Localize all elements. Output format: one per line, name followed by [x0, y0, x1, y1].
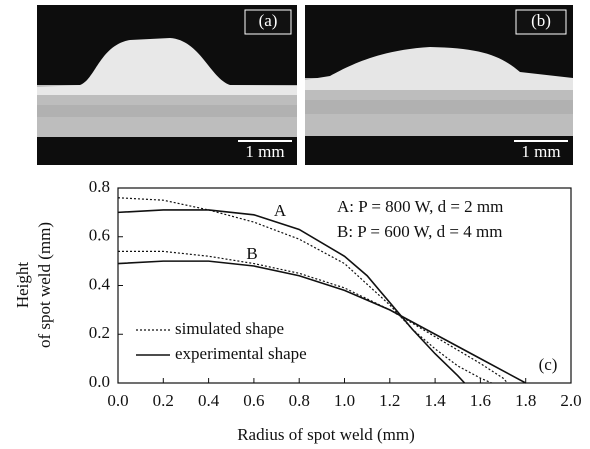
y-tick-label: 0.2 — [89, 323, 110, 342]
annotation: A: P = 800 W, d = 2 mm — [337, 197, 503, 216]
micrograph-a: (a) 1 mm — [37, 5, 297, 165]
annotation: B: P = 600 W, d = 4 mm — [337, 222, 502, 241]
y-axis-label: Height — [13, 262, 32, 309]
x-tick-label: 0.8 — [289, 391, 310, 410]
x-tick-label: 2.0 — [560, 391, 581, 410]
curve — [117, 209, 466, 384]
y-tick-label: 0.6 — [89, 226, 110, 245]
legend-label: simulated shape — [175, 319, 284, 338]
panel-label: (c) — [539, 355, 558, 374]
y-tick-label: 0.4 — [89, 274, 111, 293]
x-axis-label: Radius of spot weld (mm) — [237, 425, 415, 444]
x-tick-label: 0.6 — [243, 391, 264, 410]
curve — [117, 260, 527, 384]
x-tick-label: 1.6 — [470, 391, 491, 410]
scale-bar-label: 1 mm — [521, 142, 560, 161]
y-axis-label: of spot weld (mm) — [35, 222, 54, 348]
x-tick-label: 1.8 — [515, 391, 536, 410]
panel-label: (b) — [531, 11, 551, 30]
scale-bar-label: 1 mm — [245, 142, 284, 161]
curve-label: A — [274, 201, 287, 220]
x-tick-label: 0.4 — [198, 391, 220, 410]
x-tick-label: 1.4 — [424, 391, 446, 410]
y-tick-label: 0.0 — [89, 372, 110, 391]
legend-label: experimental shape — [175, 344, 307, 363]
panel-label: (a) — [259, 11, 278, 30]
curve — [117, 197, 492, 384]
x-tick-label: 1.0 — [334, 391, 355, 410]
curve-label: B — [246, 244, 257, 263]
micrograph-b: (b) 1 mm — [305, 5, 573, 165]
curve — [118, 250, 509, 384]
y-tick-label: 0.8 — [89, 177, 110, 196]
x-tick-label: 0.0 — [107, 391, 128, 410]
x-tick-label: 1.2 — [379, 391, 400, 410]
x-tick-label: 0.2 — [153, 391, 174, 410]
